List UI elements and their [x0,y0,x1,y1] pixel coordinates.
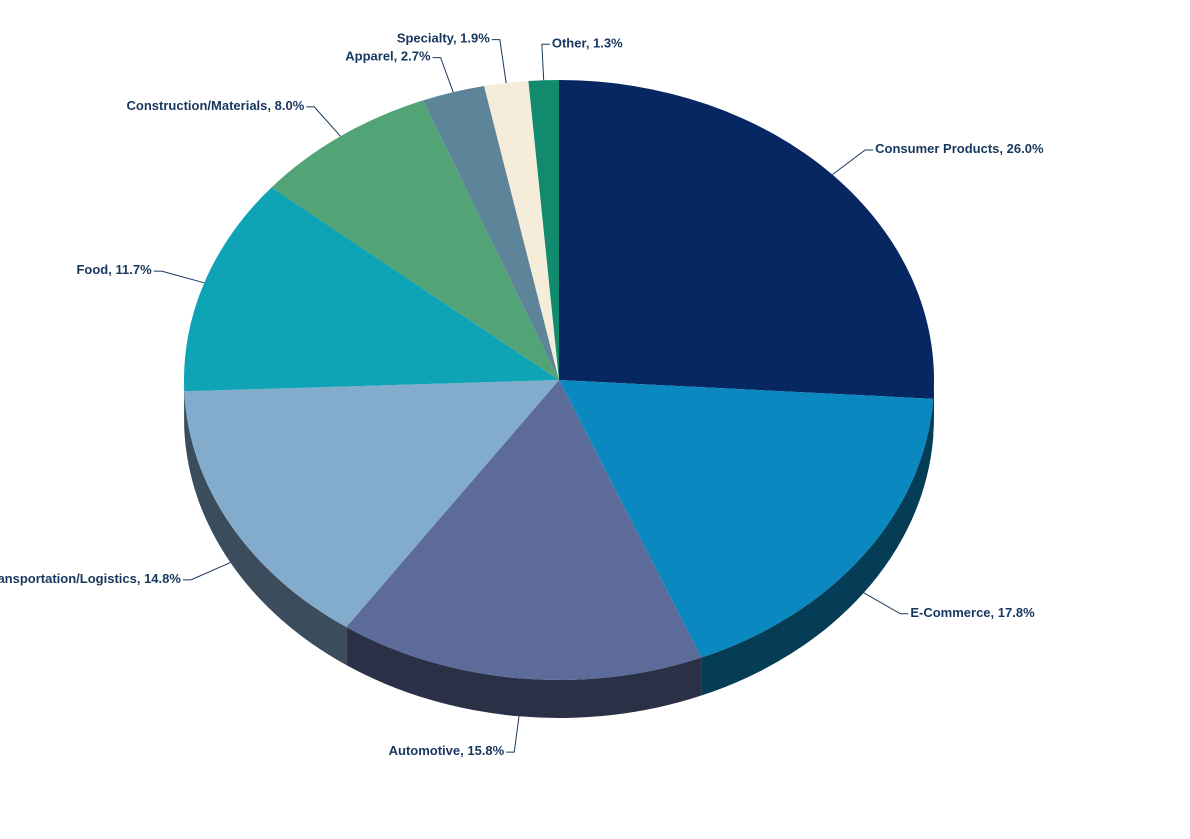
leader-line [541,43,550,81]
data-label: Food, 11.7% [76,263,152,278]
leader-line [832,149,874,176]
label-value: 2.7% [401,49,431,64]
data-label: Transportation/Logistics, 14.8% [0,571,181,586]
label-value: 26.0% [1007,141,1044,156]
slice [559,380,934,658]
data-label: Automotive, 15.8% [389,744,505,759]
slice [559,80,934,399]
label-category: Consumer Products [875,141,999,156]
slice-side [933,380,934,437]
label-value: 1.3% [593,36,623,51]
slice-side [701,398,934,696]
slice [484,81,559,381]
label-value: 14.8% [144,571,181,586]
label-category: Specialty [397,31,455,46]
label-separator: , [999,141,1006,156]
slice [423,86,559,380]
label-value: 11.7% [115,263,152,278]
label-separator: , [394,49,401,64]
leader-line [863,592,909,615]
slice [184,380,559,628]
slice-side [184,391,347,666]
label-category: Construction/Materials [127,98,268,113]
label-value: 15.8% [467,744,504,759]
label-category: Automotive [389,744,461,759]
leader-line [182,562,231,581]
leader-line [491,39,507,84]
data-label: Construction/Materials, 8.0% [127,98,305,113]
label-value: 17.8% [998,605,1035,620]
label-category: Food [76,263,108,278]
leader-line [432,57,454,93]
slice [528,80,559,380]
slice [346,380,702,680]
leader-line [153,270,205,284]
label-category: Transportation/Logistics [0,571,137,586]
slice [271,100,559,381]
label-category: E-Commerce [910,605,990,620]
label-separator: , [586,36,593,51]
data-label: Other, 1.3% [552,36,623,51]
label-category: Other [552,36,587,51]
label-separator: , [137,571,144,586]
slice [184,187,559,392]
data-label: E-Commerce, 17.8% [910,605,1035,620]
leader-line [506,716,520,753]
label-separator: , [991,605,998,620]
data-label: Apparel, 2.7% [345,49,431,64]
data-label: Specialty, 1.9% [397,31,490,46]
label-separator: , [453,31,460,46]
leader-line [306,106,341,137]
slice-side [346,627,702,718]
data-label: Consumer Products, 26.0% [875,141,1044,156]
label-value: 1.9% [460,31,490,46]
label-separator: , [460,744,467,759]
label-separator: , [267,98,274,113]
label-category: Apparel [345,49,393,64]
label-value: 8.0% [275,98,305,113]
label-separator: , [108,263,115,278]
